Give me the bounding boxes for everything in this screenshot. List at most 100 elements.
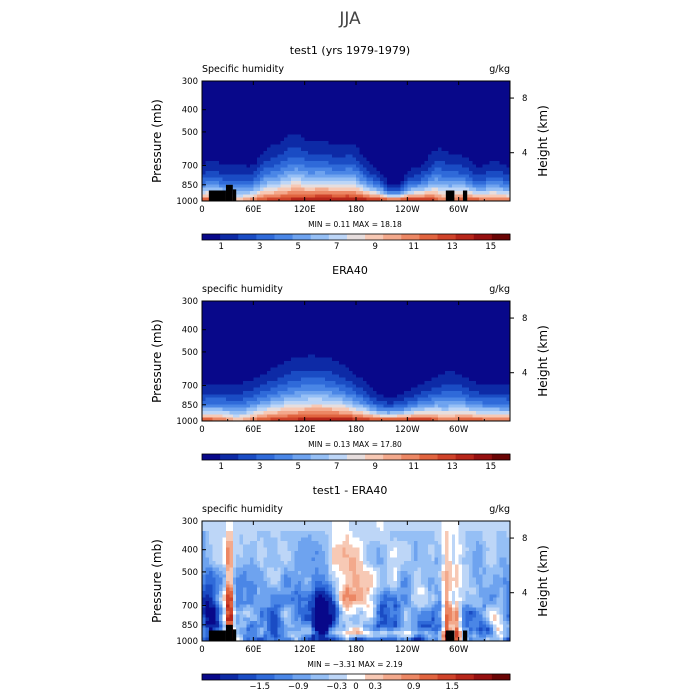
field-cell [308,87,313,92]
field-cell [455,311,460,315]
field-cell [229,104,234,109]
field-cell [462,157,467,162]
field-cell [441,154,446,159]
field-cell [465,154,470,159]
field-cell [253,167,258,172]
field-cell [383,177,388,182]
field-cell [489,121,494,125]
field-cell [424,134,429,139]
field-cell [506,174,511,179]
field-cell [263,191,268,195]
field-cell [465,157,470,162]
field-cell [304,144,309,149]
field-cell [349,304,354,309]
field-cell [472,304,477,309]
field-cell [338,171,343,175]
field-cell [205,151,210,155]
field-cell [338,101,343,105]
field-cell [434,94,439,99]
field-cell [301,311,306,315]
field-cell [246,101,251,105]
field-cell [290,81,295,85]
field-cell [503,197,508,202]
field-cell [503,124,508,129]
field-cell [222,187,227,192]
field-cell [342,191,347,195]
field-cell [455,144,460,149]
field-cell [379,174,384,179]
field-cell [342,304,347,309]
field-cell [332,107,337,112]
field-cell [386,301,391,305]
field-cell [499,161,504,165]
field-cell [349,151,354,155]
field-cell [349,121,354,125]
field-cell [359,137,364,142]
field-cell [304,177,309,182]
field-cell [284,191,289,195]
field-cell [444,124,449,129]
field-cell [239,134,244,139]
field-cell [465,111,470,115]
field-cell [366,144,371,149]
field-cell [414,127,419,132]
field-cell [393,164,398,169]
field-cell [441,304,446,309]
field-cell [260,94,265,99]
field-cell [421,194,426,199]
field-cell [304,104,309,109]
field-cell [325,301,330,305]
field-cell [304,141,309,145]
field-cell [359,107,364,112]
field-cell [256,304,261,309]
field-cell [249,127,254,132]
field-cell [441,137,446,142]
field-cell [451,84,456,89]
field-cell [462,171,467,175]
field-cell [369,87,374,92]
field-cell [379,171,384,175]
field-cell [427,161,432,165]
field-cell [236,314,241,319]
field-cell [441,307,446,312]
field-cell [448,144,453,149]
field-cell [321,134,326,139]
field-cell [489,301,494,305]
field-cell [366,104,371,109]
field-cell [376,127,381,132]
field-cell [352,107,357,112]
field-cell [465,147,470,152]
field-cell [496,81,501,85]
field-cell [390,167,395,172]
field-cell [379,141,384,145]
field-cell [386,197,391,202]
field-cell [359,117,364,122]
field-cell [249,147,254,152]
field-cell [489,141,494,145]
field-cell [225,174,230,179]
field-cell [335,187,340,192]
field-cell [472,174,477,179]
field-cell [462,104,467,109]
field-cell [222,144,227,149]
field-cell [369,104,374,109]
field-cell [503,151,508,155]
field-cell [314,167,319,172]
field-cell [492,124,497,129]
field-cell [417,141,422,145]
field-cell [352,111,357,115]
field-cell [421,187,426,192]
field-cell [417,91,422,95]
field-cell [444,84,449,89]
field-cell [301,191,306,195]
field-cell [444,131,449,135]
field-cell [397,311,402,315]
field-cell [482,117,487,122]
field-cell [328,144,333,149]
field-cell [352,144,357,149]
x-tick-label: 120W [395,205,420,215]
field-cell [475,121,480,125]
field-cell [496,127,501,132]
field-cell [359,311,364,315]
field-cell [290,94,295,99]
